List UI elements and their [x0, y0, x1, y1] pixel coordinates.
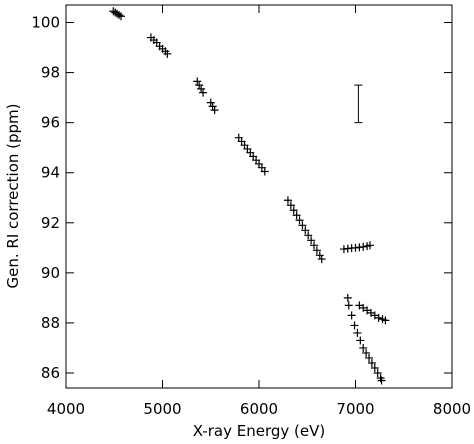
data-point — [117, 12, 126, 21]
data-point — [312, 246, 321, 255]
data-point — [344, 301, 353, 310]
x-tick-label: 6000 — [240, 400, 278, 418]
data-point — [195, 81, 204, 90]
plot-frame — [65, 4, 453, 389]
x-axis-label: X-ray Energy (eV) — [193, 422, 325, 440]
data-point — [295, 216, 304, 225]
data-point — [373, 368, 382, 377]
data-point — [193, 77, 202, 86]
y-axis-label: Gen. RI correction (ppm) — [4, 103, 22, 288]
data-point — [370, 363, 379, 372]
data-point — [350, 321, 359, 330]
data-point — [163, 49, 172, 58]
data-point — [307, 236, 316, 245]
x-tick-label: 7000 — [336, 400, 374, 418]
data-point — [317, 255, 326, 264]
data-point — [283, 196, 292, 205]
y-tick-label: 98 — [41, 64, 60, 82]
data-point — [289, 206, 298, 215]
data-point — [365, 353, 374, 362]
data-point — [260, 167, 269, 176]
data-point — [374, 313, 383, 322]
data-point — [347, 311, 356, 320]
data-point — [206, 98, 215, 107]
data-point — [381, 316, 390, 325]
y-tick-label: 94 — [41, 164, 60, 182]
data-point — [304, 231, 313, 240]
data-point — [343, 293, 352, 302]
x-tick-label: 4000 — [47, 400, 85, 418]
data-point — [377, 376, 386, 385]
data-point — [310, 241, 319, 250]
y-tick-label: 90 — [41, 264, 60, 282]
data-point — [362, 348, 371, 357]
y-tick-label: 100 — [31, 14, 60, 32]
x-tick-label: 8000 — [433, 400, 471, 418]
y-tick-label: 86 — [41, 364, 60, 382]
x-tick-label: 5000 — [143, 400, 181, 418]
data-point — [365, 241, 374, 250]
data-point — [115, 11, 124, 20]
data-point — [356, 336, 365, 345]
y-tick-label: 92 — [41, 214, 60, 232]
data-point — [301, 226, 310, 235]
data-point — [286, 201, 295, 210]
data-point — [359, 242, 368, 251]
data-point — [353, 328, 362, 337]
data-point — [208, 102, 217, 111]
data-point — [210, 106, 219, 115]
data-point — [199, 88, 208, 97]
data-point — [197, 84, 206, 93]
data-point — [315, 251, 324, 260]
data-point — [292, 211, 301, 220]
data-point — [367, 358, 376, 367]
y-tick-label: 96 — [41, 114, 60, 132]
data-point — [359, 343, 368, 352]
y-tick-label: 88 — [41, 314, 60, 332]
data-point — [298, 221, 307, 230]
